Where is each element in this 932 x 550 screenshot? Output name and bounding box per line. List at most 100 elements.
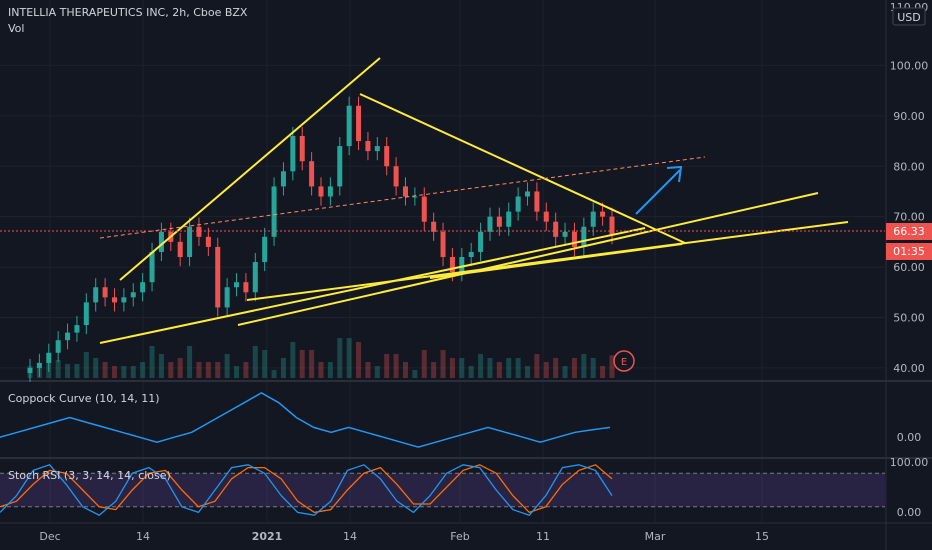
volume-bar	[412, 370, 418, 378]
volume-bar	[168, 362, 174, 378]
volume-bar	[140, 362, 146, 378]
candle-body	[74, 325, 80, 333]
candle-body	[374, 146, 380, 152]
time-tick-label: Dec	[39, 530, 60, 543]
stoch-d-line	[0, 464, 613, 514]
candle-body	[534, 191, 540, 212]
volume-bar	[149, 346, 155, 378]
stoch-k-line	[0, 464, 613, 516]
candle-body	[65, 332, 71, 341]
volume-bar	[562, 366, 568, 378]
trendlines[interactable]	[99, 57, 849, 344]
trendline-lower-main[interactable]	[99, 227, 646, 344]
volume-bar	[243, 362, 249, 378]
candle-body	[83, 302, 89, 326]
volume-bar	[609, 355, 615, 378]
candle-body	[431, 221, 437, 232]
candle-body	[506, 211, 512, 227]
candle-body	[543, 211, 549, 222]
countdown-badge	[886, 243, 932, 260]
coppock-label: Coppock Curve (10, 14, 11)	[8, 392, 160, 405]
volume-bar	[431, 362, 437, 378]
trendline-upper-left[interactable]	[119, 57, 381, 281]
price-axis[interactable]: 40.00 50.00 60.00 70.00 80.00 90.00 100.00 0.00…	[890, 59, 929, 519]
candle-body	[205, 236, 211, 247]
candle-body	[177, 241, 183, 257]
arrow-up[interactable]	[635, 169, 681, 215]
arrow-up-head	[666, 165, 683, 183]
volume-bar	[196, 362, 202, 378]
stoch-rsi-lines	[0, 464, 885, 516]
coppock-tick-label: 0.00	[897, 431, 922, 444]
candle-body	[130, 292, 136, 298]
volume-bar	[130, 366, 136, 378]
time-axis[interactable]: Dec 14 2021 14 Feb 11 Mar 15	[39, 530, 769, 543]
time-tick-label: 11	[536, 530, 550, 543]
volume-bar	[534, 354, 540, 378]
last-price-value: 66.33	[893, 225, 925, 238]
time-tick-label: 2021	[252, 530, 283, 543]
candle-body	[402, 186, 408, 197]
last-price-badge	[886, 223, 932, 240]
candle-body	[468, 251, 474, 257]
candle-body	[496, 216, 502, 227]
candle-body	[149, 251, 155, 283]
volume-bar	[478, 354, 484, 378]
trendline-dashed-channel[interactable]	[99, 156, 706, 239]
time-tick-label: Mar	[645, 530, 666, 543]
candle-body	[562, 231, 568, 237]
volume-bar	[318, 362, 324, 378]
candle-body	[581, 226, 587, 247]
currency-box[interactable]	[892, 7, 926, 26]
volume-bar	[102, 362, 108, 378]
price-tick-label: 50.00	[893, 312, 925, 325]
volume-bar	[280, 358, 286, 378]
stoch-tick-label: 100.00	[890, 456, 929, 469]
trendline-upper-right[interactable]	[359, 93, 686, 244]
volume-bar	[158, 354, 164, 378]
candle-body	[327, 186, 333, 197]
trendline-support-c[interactable]	[429, 243, 683, 279]
candle-body	[27, 367, 33, 373]
candle-body	[196, 226, 202, 237]
stoch-tick-label: 0.00	[897, 506, 922, 519]
price-tick-label: 80.00	[893, 160, 925, 173]
candle-body	[93, 287, 99, 303]
volume-bar	[374, 366, 380, 378]
time-tick-label: 15	[755, 530, 769, 543]
price-tick-label: 40.00	[893, 362, 925, 375]
trendline-long-support[interactable]	[237, 192, 819, 326]
candle-body	[440, 231, 446, 257]
candle-body	[121, 297, 127, 303]
earnings-label: E	[621, 357, 627, 368]
volume-bar	[365, 362, 371, 378]
candle-body	[553, 221, 559, 237]
volume-bar	[553, 358, 559, 378]
countdown-value: 01:35	[893, 245, 925, 258]
time-tick-label: 14	[136, 530, 150, 543]
volume-bar	[600, 366, 606, 378]
coppock-line	[0, 392, 611, 448]
candle-body	[262, 236, 268, 263]
volume-bar	[55, 360, 61, 378]
volume-bar	[337, 338, 343, 378]
volume-bar	[205, 362, 211, 378]
coppock-curve	[0, 392, 611, 448]
volume-bar	[384, 354, 390, 378]
volume-bar	[440, 350, 446, 378]
candle-body	[487, 216, 493, 232]
candle-body	[111, 297, 117, 303]
candle-body	[234, 282, 240, 288]
candle-body	[384, 146, 390, 167]
volume-bar	[487, 358, 493, 378]
volume-bar	[177, 358, 183, 378]
candle-body	[187, 226, 193, 257]
candle-body	[36, 362, 42, 368]
volume-bar	[271, 370, 277, 378]
trendline-support-b[interactable]	[246, 221, 849, 301]
earnings-marker[interactable]: E	[613, 350, 635, 372]
volume-bar	[290, 342, 296, 378]
candle-body	[290, 136, 296, 172]
volume-bar	[356, 342, 362, 378]
